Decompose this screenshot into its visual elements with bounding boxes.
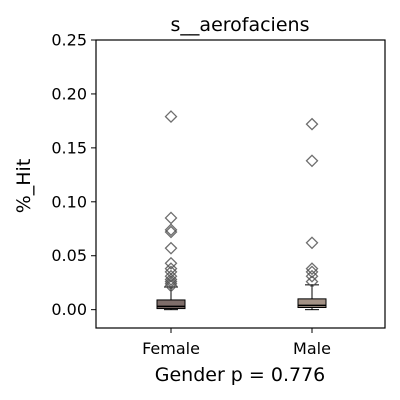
outlier-point [305,269,319,283]
outlier-point [164,279,178,293]
plot-frame [95,39,386,329]
outlier-point [164,273,178,286]
outlier-point [164,256,178,270]
outlier-point [305,236,319,250]
y-tick-label: 0.05 [51,246,87,265]
y-tick-label: 0.00 [51,300,87,319]
outlier-point [164,223,178,237]
plot-area: 0.00 0.05 0.10 0.15 0.20 0.25 Female Male [51,31,331,359]
outlier-point [164,269,178,283]
outlier-point [164,225,178,239]
outlier-point [164,277,178,291]
y-tick-label: 0.20 [51,84,87,103]
box-body [156,299,186,310]
outlier-point [164,211,178,225]
outlier-point [164,110,178,124]
y-tick-label: 0.25 [51,31,87,50]
y-tick-label: 0.10 [51,192,87,211]
outlier-point [305,265,319,279]
outlier-point [305,154,319,168]
x-tick-label: Female [142,339,200,358]
y-axis-label: %_Hit [13,159,35,214]
box-body [297,298,327,309]
outlier-point [164,275,178,289]
y-tick-label: 0.15 [51,138,87,157]
x-tick-label: Male [293,339,331,358]
outlier-point [305,275,319,289]
outlier-point [305,262,319,276]
outlier-point [305,117,319,131]
x-axis-label: Gender p = 0.776 [155,364,326,386]
outlier-point [164,241,178,255]
chart-title: s__aerofaciens [171,14,310,36]
